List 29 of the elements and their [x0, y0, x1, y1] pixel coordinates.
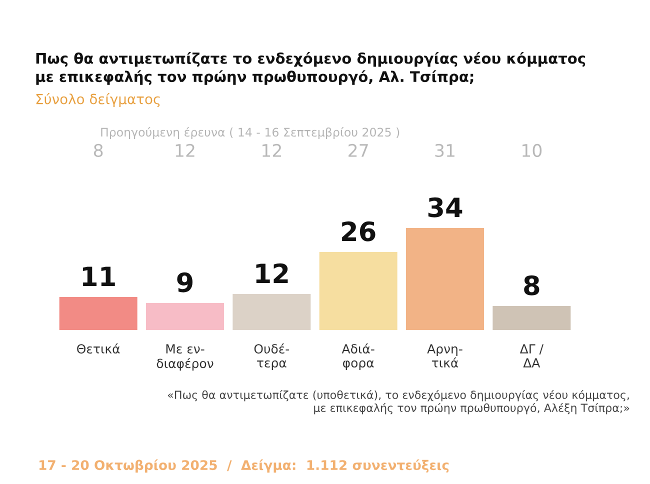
data-label: 26	[342, 221, 376, 242]
x-tick-label: Ουδέ- τερα	[254, 343, 290, 370]
text: 8	[94, 144, 103, 158]
data-label: 12	[256, 263, 288, 283]
text: 27	[348, 144, 368, 157]
text: 12	[262, 144, 281, 157]
chart-subtitle: Σύνολο δείγματος	[36, 93, 160, 108]
text: 31	[435, 144, 454, 158]
x-tick-label: Αρνη- τικά	[427, 344, 462, 368]
bar	[59, 297, 138, 330]
x-tick-label: Θετικά	[77, 343, 120, 354]
data-label: 8	[524, 275, 540, 296]
text: 10	[522, 144, 542, 158]
data-label: 9	[177, 272, 192, 292]
x-tick-label: Με εν- διαφέρον	[156, 344, 214, 371]
bar	[319, 252, 398, 330]
data-label: 34	[428, 197, 462, 218]
bar	[232, 294, 311, 330]
text: Προηγούμενη έρευνα ( 14 - 16 Σεπτεμβρίου 2025 )	[101, 127, 400, 139]
text: 12	[176, 144, 194, 157]
x-tick-label: ΔΓ / ΔΑ	[520, 344, 544, 368]
x-tick-label: Αδιά- φορα	[342, 343, 374, 370]
bar	[146, 303, 224, 330]
chart-title: Πως θα αντιμετωπίζατε το ενδεχόμενο δημιουργίας νέου κόμματος με επικεφαλής τον πρώην πρωθυπουργό, Αλ. Τσίπρα;	[36, 52, 586, 85]
bar	[406, 228, 484, 330]
bar	[492, 306, 571, 330]
text: 17 - 20 Οκτωβρίου 2025 / Δείγμα: 1.112 συνεντεύξεις	[39, 459, 449, 473]
text: «Πως θα αντιμετωπίζατε (υποθετικά), το ενδεχόμενο δημιουργίας νέου κόμματος, με επικεφαλής τον πρώην πρωθυπουργό, Αλέξη Τσίπρα;»	[168, 390, 630, 414]
data-label: 11	[82, 266, 115, 286]
